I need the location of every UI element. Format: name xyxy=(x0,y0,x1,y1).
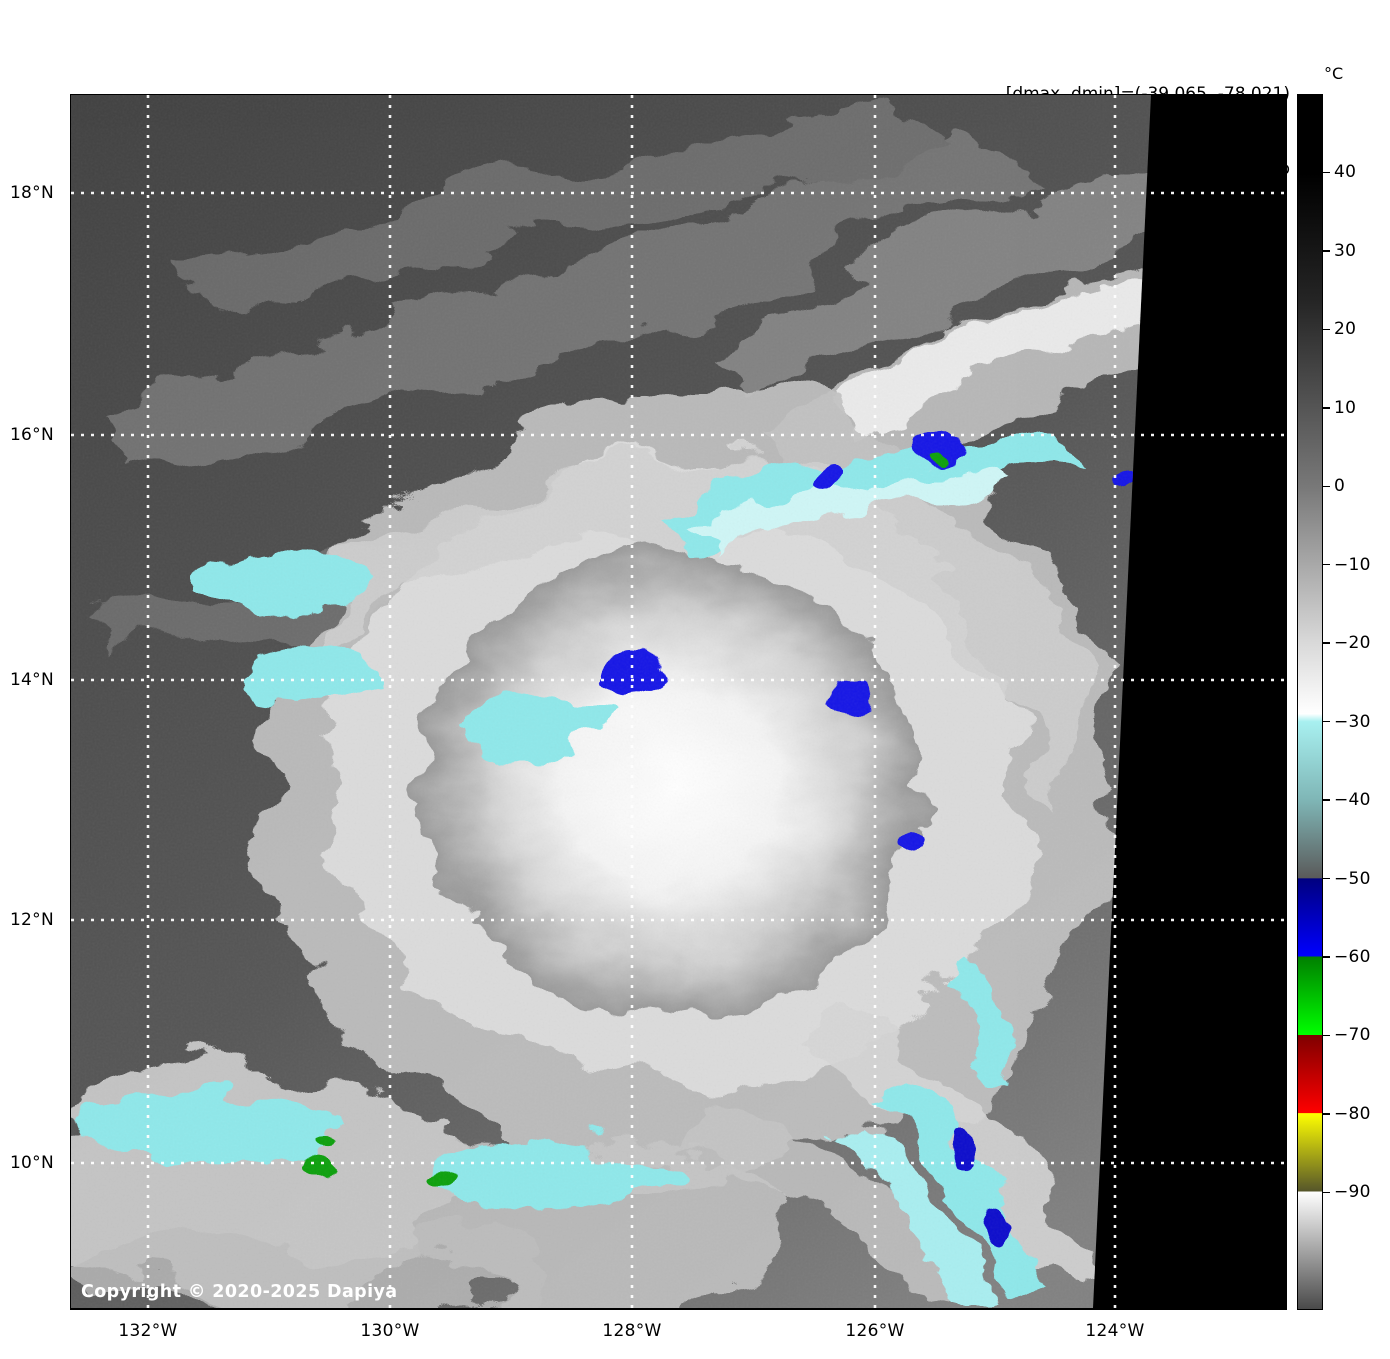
colorbar-label-8: −40 xyxy=(1334,790,1371,811)
colorbar-tick-4 xyxy=(1323,485,1330,487)
latitude-axis: 18°N 16°N 14°N 12°N 10°N xyxy=(0,0,62,1359)
colorbar-tick-8 xyxy=(1323,799,1330,801)
colorbar-label-12: −80 xyxy=(1334,1103,1371,1124)
colorbar-label-10: −60 xyxy=(1334,946,1371,967)
sensor-noise xyxy=(71,95,1151,1308)
colorbar-gradient xyxy=(1298,95,1322,1309)
colorbar-tick-7 xyxy=(1323,720,1330,723)
colorbar-tick-0 xyxy=(1323,171,1330,174)
colorbar-tick-9 xyxy=(1323,877,1330,880)
lon-tick-132w: 132°W xyxy=(118,1321,178,1341)
copyright-notice: Copyright © 2020-2025 Dapiya xyxy=(81,1282,398,1302)
graticule xyxy=(71,95,1285,1308)
lat-tick-10n: 10°N xyxy=(9,1153,54,1173)
colorbar-tick-6 xyxy=(1323,642,1330,644)
colorbar-tick-11 xyxy=(1323,1034,1330,1037)
colorbar-label-4: 0 xyxy=(1334,476,1346,497)
lon-tick-130w: 130°W xyxy=(360,1321,420,1341)
colorbar[interactable] xyxy=(1297,94,1323,1310)
colorbar-label-11: −70 xyxy=(1334,1025,1371,1046)
lon-tick-126w: 126°W xyxy=(845,1321,905,1341)
colorbar-tick-10 xyxy=(1323,956,1330,958)
lon-tick-124w: 124°W xyxy=(1085,1321,1145,1341)
colorbar-tick-13 xyxy=(1323,1191,1330,1194)
lat-tick-14n: 14°N xyxy=(9,670,54,690)
colorbar-label-2: 20 xyxy=(1334,319,1357,340)
colorbar-label-7: −30 xyxy=(1334,711,1371,732)
colorbar-tick-2 xyxy=(1323,328,1330,331)
lon-tick-128w: 128°W xyxy=(602,1321,662,1341)
colorbar-tick-12 xyxy=(1323,1113,1330,1115)
colorbar-label-5: −10 xyxy=(1334,554,1371,575)
swath-imagery xyxy=(71,95,1151,1308)
satellite-imagery xyxy=(71,95,1285,1308)
satellite-image-plot[interactable]: Copyright © 2020-2025 Dapiya xyxy=(70,94,1287,1310)
colorbar-label-3: 10 xyxy=(1334,397,1357,418)
colorbar-label-0: 40 xyxy=(1334,162,1357,183)
colorbar-label-6: −20 xyxy=(1334,633,1371,654)
colorbar-label-9: −50 xyxy=(1334,868,1371,889)
colorbar-unit-label: °C xyxy=(1324,64,1344,83)
lat-tick-18n: 18°N xyxy=(9,183,54,203)
lat-tick-16n: 16°N xyxy=(9,425,54,445)
colorbar-tick-1 xyxy=(1323,250,1330,252)
colorbar-label-13: −90 xyxy=(1334,1182,1371,1203)
lat-tick-12n: 12°N xyxy=(9,910,54,930)
colorbar-tick-5 xyxy=(1323,563,1330,566)
colorbar-label-1: 30 xyxy=(1334,240,1357,261)
colorbar-tick-3 xyxy=(1323,407,1330,409)
